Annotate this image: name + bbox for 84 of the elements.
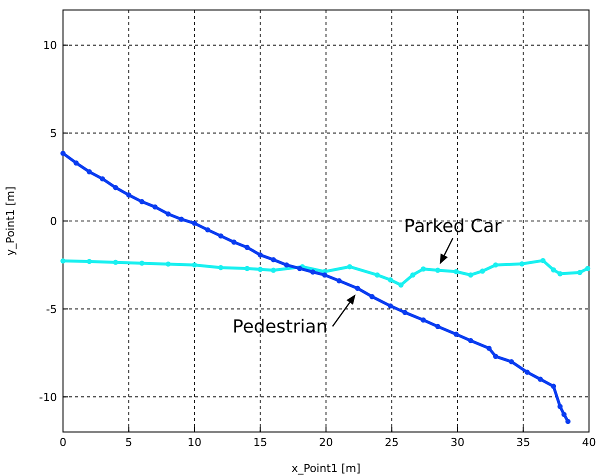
x-tick-label: 10 (188, 436, 202, 449)
point (420, 317, 426, 323)
point (100, 176, 106, 182)
x-axis-title: x_Point1 [m] (291, 462, 361, 475)
y-axis-title: y_Point1 [m] (4, 186, 17, 256)
point (540, 258, 546, 264)
point (258, 266, 263, 272)
point (284, 262, 290, 268)
point (493, 354, 498, 359)
x-tick-label: 20 (319, 436, 333, 449)
point (178, 216, 184, 222)
point (374, 272, 380, 278)
x-tick-label: 15 (253, 436, 268, 449)
point (60, 258, 66, 264)
point (410, 272, 416, 278)
point (524, 370, 530, 375)
y-tick-label: 5 (50, 127, 57, 140)
point (113, 260, 118, 265)
point (454, 269, 459, 274)
point (486, 346, 492, 351)
point (86, 258, 92, 264)
point (347, 264, 352, 270)
point (557, 404, 563, 410)
point (565, 418, 571, 424)
point (388, 303, 394, 309)
y-tick-label: 0 (50, 215, 57, 228)
point (402, 310, 408, 316)
point (398, 282, 404, 288)
point (557, 271, 563, 276)
point (244, 266, 250, 272)
point (420, 266, 426, 272)
y-tick-label: -5 (46, 302, 57, 316)
y-tick-label: 10 (43, 39, 57, 52)
x-tick-label: 35 (516, 436, 530, 449)
point (354, 286, 360, 291)
point (388, 277, 394, 283)
point (519, 261, 525, 267)
point (258, 252, 263, 258)
point (60, 150, 66, 156)
x-tick-label: 40 (582, 436, 596, 449)
point (538, 376, 543, 382)
point (468, 338, 474, 344)
x-tick-label: 5 (125, 436, 132, 449)
point (550, 384, 556, 389)
point (577, 270, 582, 276)
point (74, 160, 79, 166)
point (336, 278, 342, 284)
point (126, 192, 132, 198)
point (166, 261, 171, 267)
point (139, 199, 144, 204)
point (508, 359, 514, 364)
point (454, 332, 459, 337)
point (297, 266, 302, 272)
point (310, 269, 316, 275)
point (435, 268, 440, 273)
point (205, 227, 210, 232)
point (322, 272, 328, 278)
point (231, 240, 237, 245)
point (270, 268, 276, 273)
point (218, 264, 224, 270)
point (166, 211, 171, 217)
point (493, 262, 498, 268)
point (550, 267, 556, 272)
x-tick-label: 25 (384, 436, 399, 449)
point (585, 266, 590, 272)
point (192, 262, 198, 268)
point (113, 184, 118, 190)
point (192, 220, 198, 226)
point (152, 204, 158, 210)
point (218, 233, 224, 239)
point (435, 324, 440, 330)
point (468, 272, 474, 278)
point (270, 257, 276, 262)
point (139, 260, 144, 266)
point (86, 169, 92, 174)
y-tick-label: -10 (39, 390, 57, 404)
annotation: Pedestrian (232, 316, 328, 338)
point (561, 412, 567, 418)
point (369, 294, 375, 300)
x-tick-label: 0 (60, 436, 66, 449)
annotation: Parked Car (404, 216, 502, 238)
point (480, 268, 486, 274)
point (244, 244, 250, 250)
x-tick-label: 30 (450, 436, 464, 449)
